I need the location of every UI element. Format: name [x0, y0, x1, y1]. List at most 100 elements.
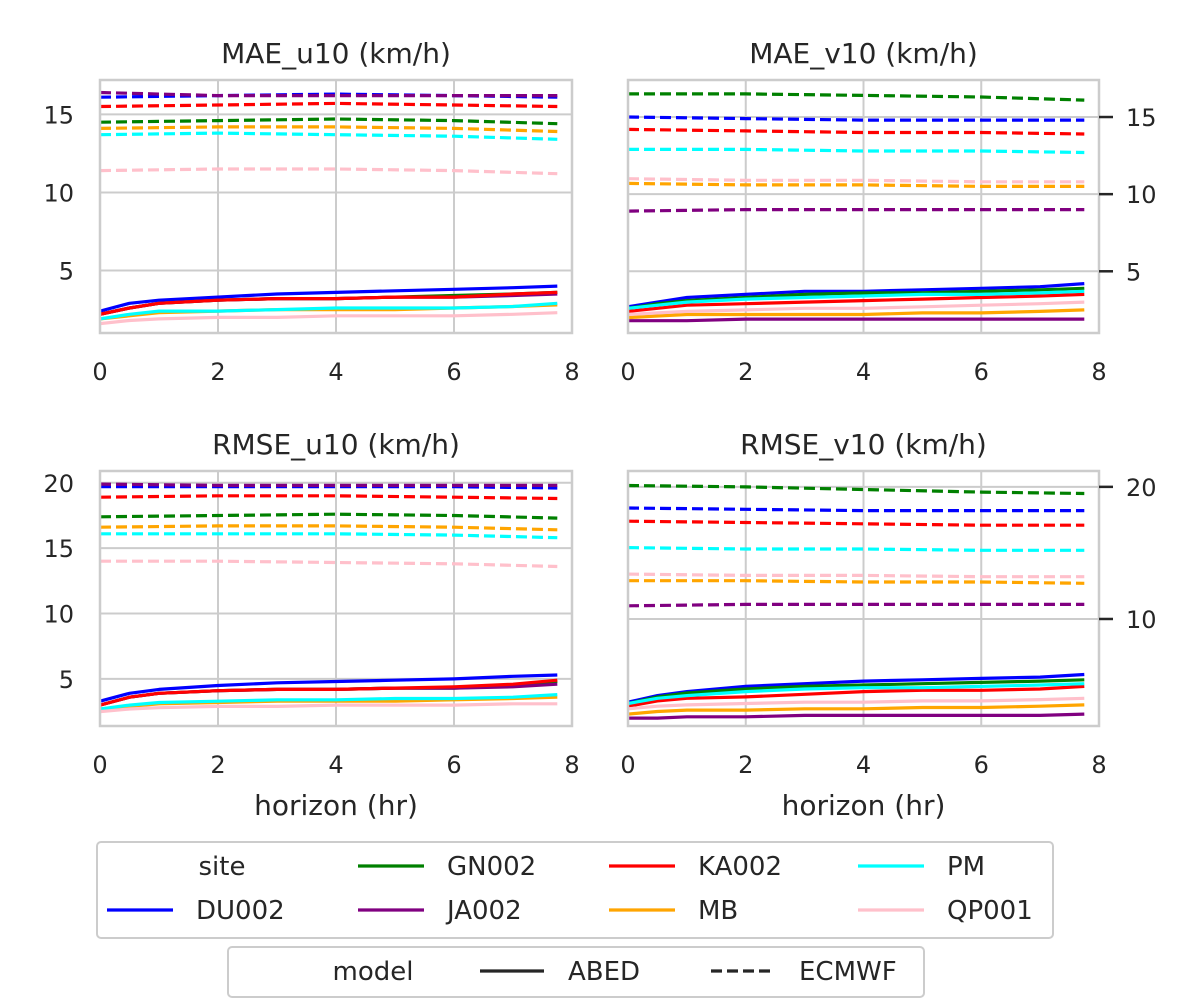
panel-title: RMSE_v10 (km/h)	[740, 428, 987, 461]
legend-item-ja002: JA002	[358, 896, 522, 926]
series-mb-ecmwf	[628, 579, 1085, 585]
y-tick-label: 5	[59, 666, 74, 694]
y-tick-label: 15	[43, 535, 74, 563]
series-mb-abed	[628, 308, 1085, 320]
x-tick-label: 8	[1091, 358, 1106, 386]
series-du002-abed	[100, 673, 558, 703]
panel-1: 0 2 4 6 8 5 10 15 MAE_u10 (km/h)	[43, 37, 579, 386]
y-tick-label: 10	[1126, 181, 1157, 209]
legend-label: ABED	[568, 957, 640, 987]
legend-label: DU002	[196, 896, 285, 926]
site-legend: site DU002 GN002 JA002 KA002 MB PM QP001	[96, 841, 1054, 939]
y-tick-label: 20	[43, 470, 74, 498]
series-gn002-ecmwf	[100, 117, 558, 126]
legend-item-gn002: GN002	[358, 852, 536, 882]
legend-item-qp001: QP001	[858, 896, 1033, 926]
series-pm-abed	[100, 301, 558, 321]
x-tick-label: 8	[564, 358, 579, 386]
axes-frame	[98, 78, 574, 335]
x-axis-label: horizon (hr)	[782, 789, 946, 822]
x-tick-label: 6	[974, 358, 989, 386]
series-ka002-abed	[628, 684, 1085, 708]
panel-2: 0 2 4 6 8 5 10 15 MAE_v10 (km/h)	[620, 37, 1156, 386]
series-ja002-ecmwf	[628, 208, 1085, 213]
series-gn002-abed	[628, 678, 1085, 706]
model-legend: model ABED ECMWF	[227, 946, 925, 998]
legend-item-ka002: KA002	[609, 852, 782, 882]
panel-4: 0 2 4 6 8 10 20 RMSE_v10 (km/h) horizon (hr)	[620, 428, 1156, 822]
legend-label: KA002	[698, 852, 782, 882]
site-legend-frame	[96, 841, 1054, 939]
panel-3: 0 2 4 6 8 5 10 15 20 RMSE_u10 (km/h) horizon (hr)	[43, 428, 579, 822]
legend-label: PM	[947, 852, 985, 882]
series-du002-ecmwf	[100, 485, 558, 490]
series-mb-ecmwf	[100, 524, 558, 532]
x-tick-label: 4	[856, 751, 871, 779]
series-qp001-ecmwf	[100, 559, 558, 569]
series-pm-ecmwf	[628, 546, 1085, 552]
y-tick-label: 15	[43, 101, 74, 129]
legend-label: ECMWF	[799, 957, 897, 987]
y-tick-label: 5	[1126, 258, 1141, 286]
legend-item-du002: DU002	[107, 896, 285, 926]
series-qp001-abed	[100, 311, 558, 326]
x-tick-label: 6	[446, 358, 461, 386]
x-tick-label: 0	[620, 751, 635, 779]
series-pm-ecmwf	[628, 147, 1085, 155]
series-group	[100, 482, 558, 714]
x-tick-label: 8	[1091, 751, 1106, 779]
y-tick-label: 10	[43, 179, 74, 207]
y-tick-label: 15	[1126, 104, 1157, 132]
series-gn002-ecmwf	[628, 92, 1085, 102]
series-ja002-ecmwf	[100, 482, 558, 487]
series-du002-abed	[628, 282, 1085, 309]
axes-frame	[626, 78, 1101, 335]
y-tick-label: 10	[43, 601, 74, 629]
series-group	[628, 483, 1085, 720]
legend-item-pm: PM	[858, 852, 985, 882]
series-du002-abed	[100, 284, 558, 313]
panel-title: MAE_v10 (km/h)	[749, 37, 978, 70]
legends: site DU002 GN002 JA002 KA002 MB PM QP001 model AB…	[96, 841, 1054, 998]
series-qp001-ecmwf	[628, 572, 1085, 579]
series-qp001-ecmwf	[628, 177, 1085, 184]
series-mb-ecmwf	[628, 181, 1085, 188]
series-qp001-abed	[100, 702, 558, 714]
series-ja002-ecmwf	[628, 602, 1085, 608]
x-tick-label: 0	[92, 751, 107, 779]
x-tick-label: 4	[328, 751, 343, 779]
series-group	[100, 90, 558, 326]
x-tick-label: 2	[210, 358, 225, 386]
series-qp001-ecmwf	[100, 167, 558, 176]
series-ka002-ecmwf	[100, 494, 558, 501]
series-group	[628, 92, 1085, 323]
panel-title: RMSE_u10 (km/h)	[212, 428, 460, 461]
series-ka002-ecmwf	[100, 101, 558, 109]
x-tick-label: 0	[620, 358, 635, 386]
series-ka002-abed	[628, 292, 1085, 313]
model-legend-title: model	[333, 957, 414, 987]
y-tick-label: 20	[1126, 474, 1157, 502]
series-ja002-abed	[628, 317, 1085, 323]
legend-label: MB	[698, 896, 738, 926]
axes-frame	[98, 469, 574, 728]
x-tick-label: 2	[738, 358, 753, 386]
legend-label: QP001	[947, 896, 1033, 926]
legend-item-ecmwf: ECMWF	[711, 957, 897, 987]
panels: 0 2 4 6 8 5 10 15 MAE_u10 (km/h) 0 2 4 6 8 5 10 15 MAE_v1…	[43, 37, 1156, 822]
series-pm-abed	[628, 289, 1085, 310]
series-du002-ecmwf	[628, 115, 1085, 122]
x-tick-label: 4	[856, 358, 871, 386]
y-tick-label: 10	[1126, 606, 1157, 634]
series-pm-abed	[100, 693, 558, 711]
x-tick-label: 2	[210, 751, 225, 779]
series-gn002-ecmwf	[628, 483, 1085, 496]
series-pm-ecmwf	[100, 131, 558, 141]
x-axis-label: horizon (hr)	[254, 789, 418, 822]
series-ka002-ecmwf	[628, 127, 1085, 136]
x-tick-label: 4	[328, 358, 343, 386]
legend-item-mb: MB	[609, 896, 738, 926]
model-legend-frame	[227, 946, 925, 998]
series-mb-abed	[628, 703, 1085, 716]
